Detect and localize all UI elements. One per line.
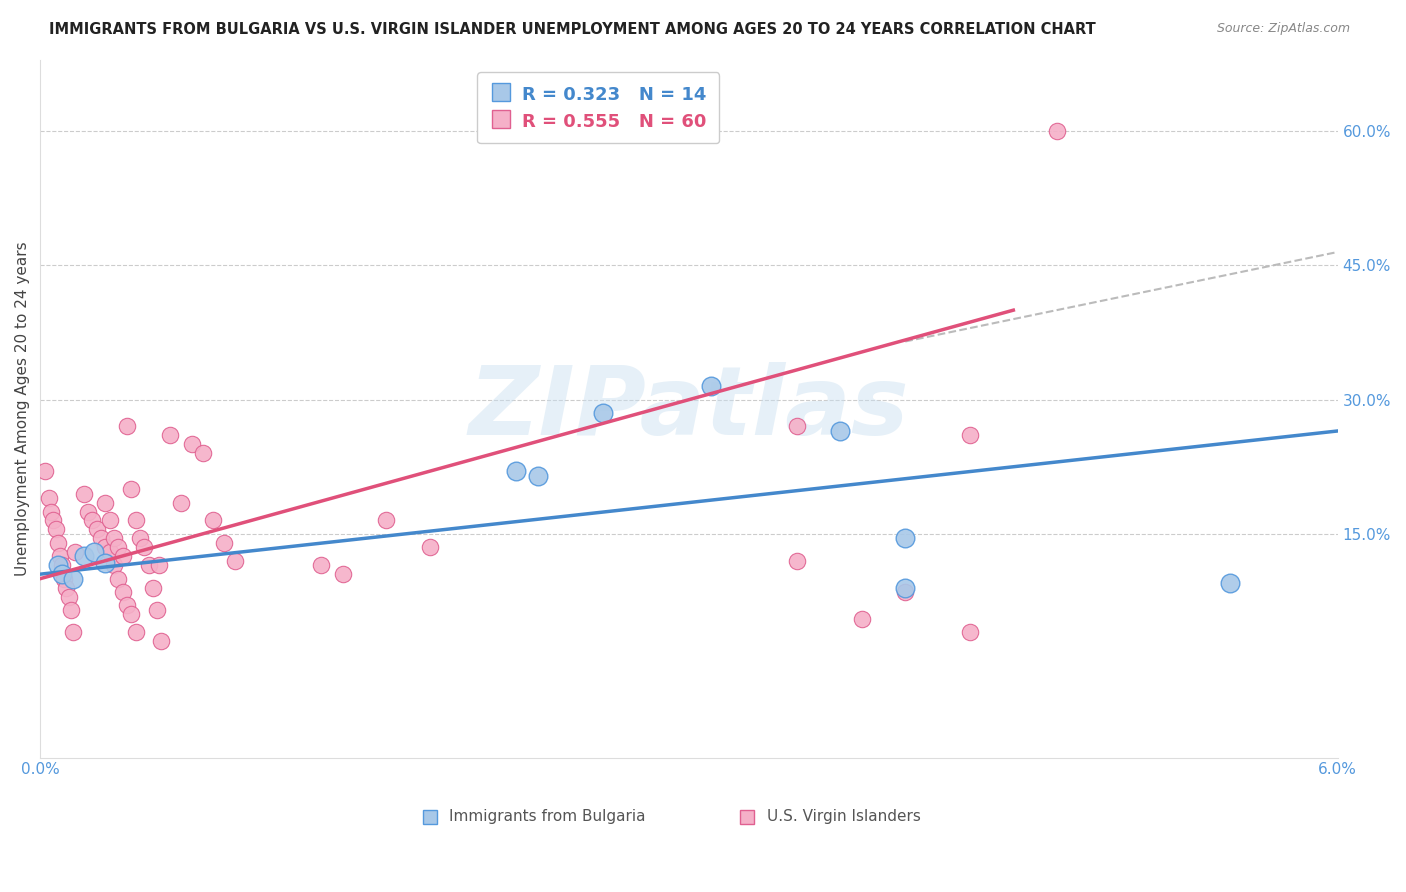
Point bbox=[90, 532, 112, 546]
Point bbox=[103, 532, 125, 546]
Point bbox=[124, 625, 146, 640]
Point bbox=[170, 495, 193, 509]
Point bbox=[45, 523, 67, 537]
Legend: R = 0.323   N = 14, R = 0.555   N = 60: R = 0.323 N = 14, R = 0.555 N = 60 bbox=[477, 72, 720, 144]
Point bbox=[51, 558, 73, 573]
Text: Source: ZipAtlas.com: Source: ZipAtlas.com bbox=[1216, 22, 1350, 36]
Point bbox=[212, 536, 235, 550]
Point bbox=[38, 491, 60, 505]
Point bbox=[419, 541, 441, 555]
Point bbox=[505, 464, 527, 478]
Point bbox=[786, 419, 808, 434]
Point bbox=[830, 424, 852, 438]
Point bbox=[53, 572, 76, 586]
Y-axis label: Unemployment Among Ages 20 to 24 years: Unemployment Among Ages 20 to 24 years bbox=[15, 242, 30, 576]
Point bbox=[51, 567, 73, 582]
Point bbox=[202, 513, 225, 527]
Point bbox=[63, 545, 86, 559]
Text: IMMIGRANTS FROM BULGARIA VS U.S. VIRGIN ISLANDER UNEMPLOYMENT AMONG AGES 20 TO 2: IMMIGRANTS FROM BULGARIA VS U.S. VIRGIN … bbox=[49, 22, 1095, 37]
Point bbox=[332, 567, 354, 582]
Point bbox=[894, 532, 917, 546]
Text: ZIPatlas: ZIPatlas bbox=[468, 362, 910, 455]
Point bbox=[120, 482, 142, 496]
Point bbox=[851, 612, 873, 626]
Point bbox=[592, 406, 614, 420]
Point bbox=[150, 634, 173, 648]
Point bbox=[699, 379, 721, 393]
Point bbox=[128, 532, 150, 546]
Point bbox=[894, 585, 917, 599]
Point bbox=[1218, 576, 1240, 591]
Point bbox=[42, 513, 65, 527]
Point bbox=[94, 495, 117, 509]
Point bbox=[375, 513, 398, 527]
Point bbox=[894, 581, 917, 595]
Point bbox=[59, 603, 82, 617]
Point bbox=[34, 464, 56, 478]
Point bbox=[111, 585, 134, 599]
Text: Immigrants from Bulgaria: Immigrants from Bulgaria bbox=[449, 809, 645, 824]
Point bbox=[159, 428, 181, 442]
Point bbox=[1045, 124, 1067, 138]
Point bbox=[86, 523, 108, 537]
Point bbox=[134, 541, 156, 555]
Point bbox=[62, 625, 84, 640]
Point bbox=[111, 549, 134, 564]
Point bbox=[103, 558, 125, 573]
Point bbox=[526, 468, 548, 483]
Point bbox=[46, 558, 69, 573]
Point bbox=[83, 545, 105, 559]
Point bbox=[39, 504, 62, 518]
Text: U.S. Virgin Islanders: U.S. Virgin Islanders bbox=[766, 809, 921, 824]
Point bbox=[107, 541, 129, 555]
Point bbox=[138, 558, 160, 573]
Point bbox=[311, 558, 333, 573]
Point bbox=[180, 437, 202, 451]
Point bbox=[191, 446, 214, 460]
Point bbox=[94, 541, 117, 555]
Point bbox=[959, 428, 981, 442]
Point bbox=[107, 572, 129, 586]
Point bbox=[94, 556, 117, 570]
Point bbox=[115, 419, 138, 434]
Point bbox=[142, 581, 165, 595]
Point bbox=[959, 625, 981, 640]
Point bbox=[124, 513, 146, 527]
Point bbox=[46, 536, 69, 550]
Point bbox=[62, 572, 84, 586]
Point bbox=[115, 599, 138, 613]
Point bbox=[77, 504, 100, 518]
Point bbox=[98, 513, 121, 527]
Point bbox=[224, 554, 246, 568]
Point bbox=[73, 549, 96, 564]
Point bbox=[120, 607, 142, 622]
Point bbox=[49, 549, 72, 564]
Point bbox=[55, 581, 77, 595]
Point bbox=[146, 603, 169, 617]
Point bbox=[82, 513, 104, 527]
Point bbox=[786, 554, 808, 568]
Point bbox=[98, 545, 121, 559]
Point bbox=[73, 486, 96, 500]
Point bbox=[58, 590, 80, 604]
Point bbox=[148, 558, 170, 573]
